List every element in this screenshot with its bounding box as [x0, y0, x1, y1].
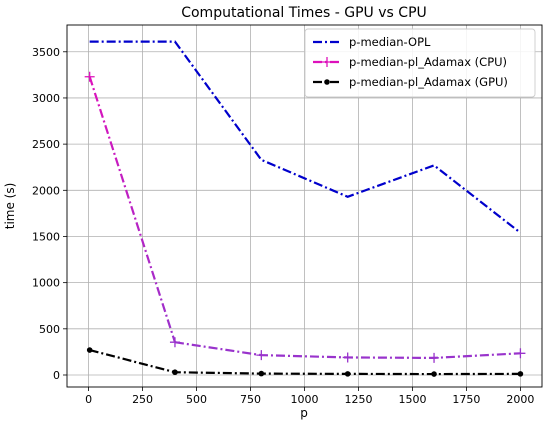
x-tick-label: 750 [240, 393, 261, 406]
data-point-plus [429, 352, 440, 363]
x-tick-label: 1000 [291, 393, 319, 406]
x-tick-label: 0 [85, 393, 92, 406]
legend: p-median-OPL p-median-pl_Adamax (CPU) p-me… [304, 28, 536, 98]
series-line [89, 348, 521, 376]
x-tick-label: 500 [186, 393, 207, 406]
series-line [89, 40, 522, 234]
legend-label: p-median-OPL [349, 35, 431, 49]
series-line-segment [88, 76, 177, 343]
legend-box [304, 28, 536, 98]
data-point-dot [86, 347, 93, 353]
y-tick-label: 1000 [32, 277, 60, 290]
y-tick-label: 500 [39, 323, 60, 336]
data-point-plus [256, 350, 267, 361]
data-point-plus [84, 71, 95, 82]
x-axis-label: p [300, 406, 308, 420]
x-tick-label: 1250 [344, 393, 372, 406]
y-tick-label: 2000 [32, 184, 60, 197]
data-point-plus [515, 348, 526, 359]
legend-label: p-median-pl_Adamax (CPU) [349, 55, 507, 69]
y-tick-label: 3500 [32, 46, 60, 59]
data-point-dot [172, 369, 178, 376]
x-tick-label: 2000 [506, 393, 534, 406]
x-tick-label: 1500 [398, 393, 426, 406]
data-point-plus [169, 337, 180, 348]
x-tick-label: 1750 [452, 393, 480, 406]
chart-title: Computational Times - GPU vs CPU [181, 5, 427, 21]
data-point-dot [431, 371, 437, 377]
data-point-plus [342, 352, 353, 363]
data-point-dot [517, 371, 524, 377]
x-tick-label: 250 [132, 393, 153, 406]
legend-marker-dot [324, 79, 330, 85]
y-tick-label: 1500 [32, 230, 60, 243]
y-tick-label: 2500 [32, 138, 60, 151]
y-axis: 0 500 1000 1500 2000 2500 3000 3500 [32, 46, 67, 382]
y-axis-label: time (s) [3, 183, 17, 230]
data-point-dot [344, 371, 351, 377]
data-point-dot [258, 370, 265, 377]
x-axis: 0 250 500 750 1000 1250 1500 1750 2000 [85, 387, 534, 406]
y-tick-label: 3000 [32, 92, 60, 105]
legend-label: p-median-pl_Adamax (GPU) [349, 75, 508, 89]
y-tick-label: 0 [53, 369, 60, 382]
legend-marker-plus [322, 57, 332, 67]
plot-area [84, 40, 526, 377]
